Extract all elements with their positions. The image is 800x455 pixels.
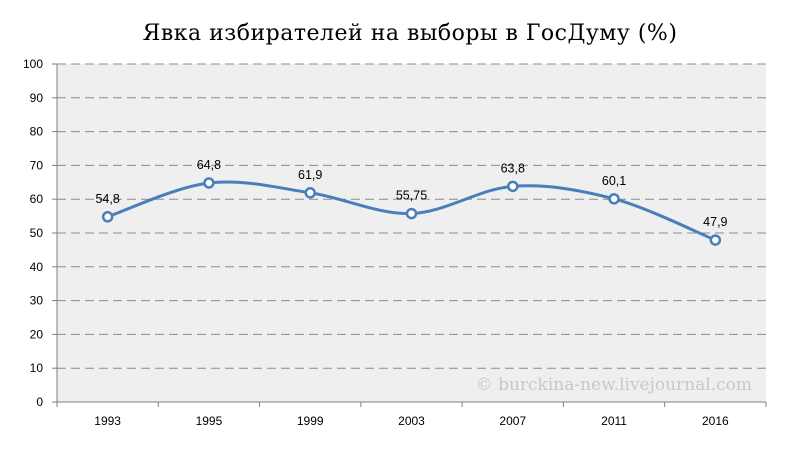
data-label: 54,8 xyxy=(95,192,119,206)
y-tick-label: 90 xyxy=(30,91,44,105)
data-point xyxy=(405,207,418,220)
data-label: 61,9 xyxy=(298,168,322,182)
data-point xyxy=(203,177,215,189)
y-tick-label: 0 xyxy=(36,395,43,409)
gridlines xyxy=(57,63,766,369)
y-tick-label: 100 xyxy=(23,57,43,71)
y-tick-label: 70 xyxy=(30,158,44,172)
x-tick-label: 1999 xyxy=(297,414,324,428)
data-label-layer: 54,8 64,8 61,9 55,75 63,8 60,1 47,9 xyxy=(95,158,727,229)
chart-title: Явка избирателей на выборы в ГосДуму (%) xyxy=(143,21,678,46)
data-point xyxy=(304,187,316,199)
data-label: 64,8 xyxy=(197,158,221,172)
x-tick-label: 2016 xyxy=(702,414,729,428)
x-tick-label: 1995 xyxy=(196,414,223,428)
y-tick-label: 40 xyxy=(30,260,44,274)
y-tick-label: 10 xyxy=(30,361,44,375)
watermark: © burckina-new.livejournal.com xyxy=(476,375,752,395)
y-tick-label: 60 xyxy=(30,192,44,206)
x-tick-label: 2011 xyxy=(601,414,627,428)
y-tick-label: 20 xyxy=(30,327,44,341)
y-tick-label: 50 xyxy=(30,226,44,240)
data-label: 47,9 xyxy=(703,215,727,229)
data-point xyxy=(608,193,620,205)
data-point xyxy=(709,234,722,246)
x-tick-label: 2003 xyxy=(398,414,425,428)
x-tick-label: 1993 xyxy=(94,414,121,428)
data-label: 63,8 xyxy=(501,161,525,175)
y-tick-label: 80 xyxy=(30,125,44,139)
data-point xyxy=(101,211,114,223)
data-label: 55,75 xyxy=(396,189,427,203)
axes: 0 10 20 30 40 50 60 70 80 90 100 1993 1995 1999 2003 20… xyxy=(23,57,767,428)
series-layer xyxy=(101,177,722,246)
x-tick-label: 2007 xyxy=(499,414,526,428)
data-label: 60,1 xyxy=(602,174,626,188)
y-tick-label: 30 xyxy=(30,294,44,308)
data-point xyxy=(507,180,519,193)
